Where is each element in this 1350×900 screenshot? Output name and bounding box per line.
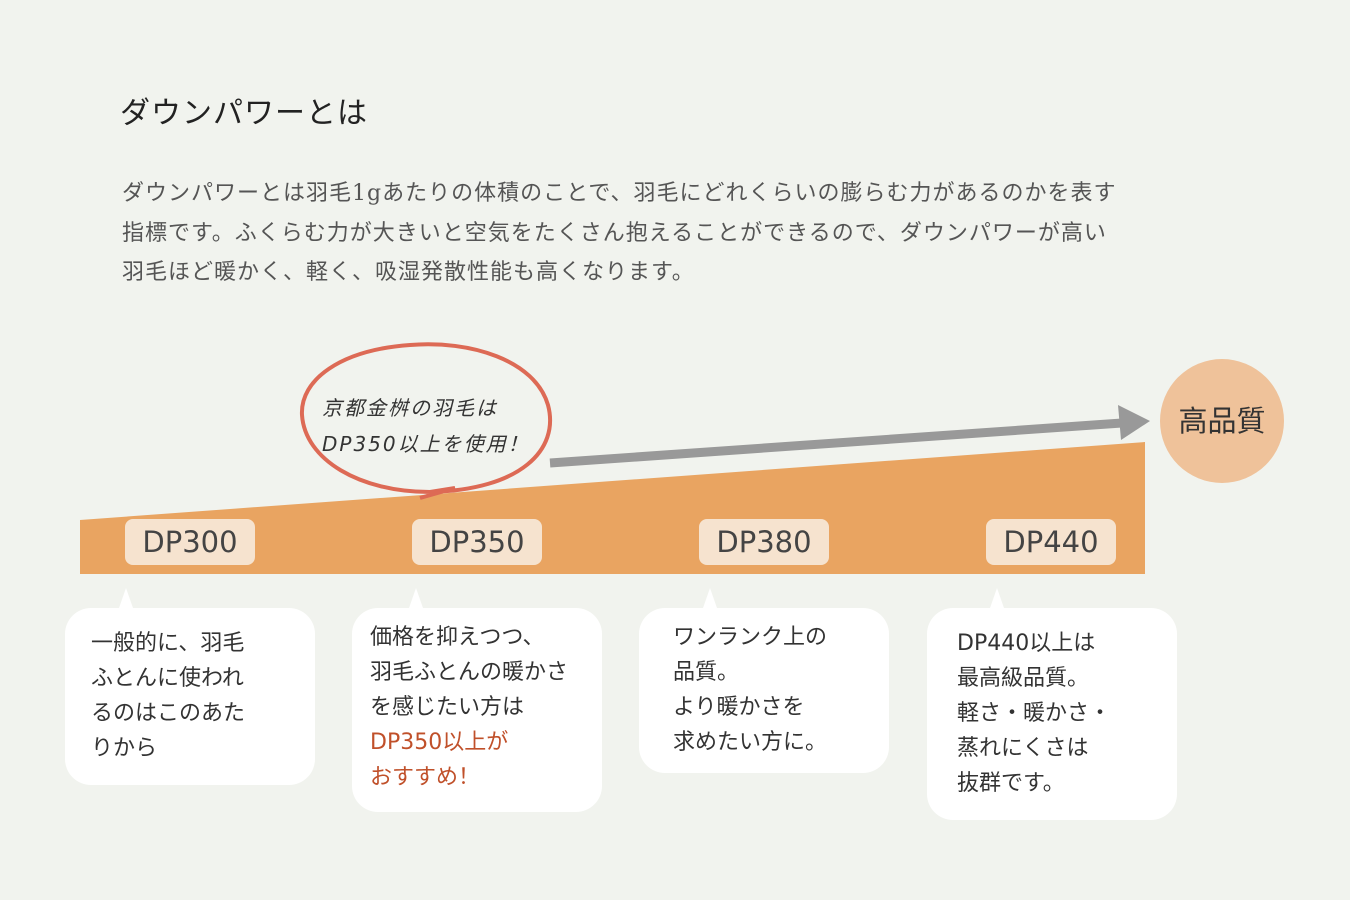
desc-line: 品質。	[673, 660, 740, 685]
level-desc-dp350: 価格を抑えつつ、 羽毛ふとんの暖かさ を感じたい方は DP350以上が おすすめ…	[352, 588, 602, 812]
callout-ring	[299, 342, 552, 500]
desc-line: 価格を抑えつつ、	[370, 625, 545, 650]
level-desc-dp380: ワンランク上の 品質。 より暖かさを 求めたい方に。	[639, 588, 889, 773]
desc-highlight: DP350以上が	[370, 730, 509, 755]
intro-line: 指標です。ふくらむ力が大きいと空気をたくさん抱えることができるので、ダウンパワー…	[122, 220, 1107, 246]
desc-line: 一般的に、羽毛	[91, 631, 245, 656]
level-badge-dp300: DP300	[125, 519, 255, 565]
desc-line: 羽毛ふとんの暖かさ	[370, 660, 569, 685]
intro-line: 羽毛ほど暖かく、軽く、吸湿発散性能も高くなります。	[122, 260, 695, 285]
callout-text: DP350以上を使用！	[322, 432, 530, 456]
desc-line: 最高級品質。	[957, 666, 1090, 691]
quality-arrow-shaft	[549, 418, 1123, 468]
desc-line: より暖かさを	[673, 695, 805, 720]
intro-line: ダウンパワーとは羽毛1gあたりの体積のことで、羽毛にどれくらいの膨らむ力があるの…	[122, 181, 1117, 206]
level-desc-dp440: DP440以上は 最高級品質。 軽さ・暖かさ・ 蒸れにくさは 抜群です。	[927, 588, 1177, 820]
desc-line: ふとんに使われ	[91, 666, 244, 691]
level-badge-dp380: DP380	[699, 519, 829, 565]
page-title: ダウンパワーとは	[120, 96, 368, 131]
desc-line: ワンランク上の	[673, 625, 828, 650]
desc-line: りから	[91, 736, 158, 761]
level-desc-dp300: 一般的に、羽毛 ふとんに使われ るのはこのあた りから	[65, 588, 315, 785]
desc-line: 抜群です。	[957, 771, 1065, 796]
desc-line: DP440以上は	[957, 631, 1096, 656]
desc-line: 軽さ・暖かさ・	[957, 701, 1112, 726]
high-quality-circle: 高品質	[1160, 359, 1284, 483]
desc-highlight: おすすめ！	[370, 765, 481, 790]
level-badge-dp440: DP440	[986, 519, 1116, 565]
desc-line: 求めたい方に。	[673, 730, 828, 755]
quality-wedge	[80, 442, 1145, 574]
desc-line: るのはこのあた	[91, 701, 246, 726]
desc-line: 蒸れにくさは	[957, 736, 1089, 761]
quality-arrow-head	[1118, 405, 1150, 440]
desc-line: を感じたい方は	[370, 695, 525, 720]
intro-text: ダウンパワーとは羽毛1gあたりの体積のことで、羽毛にどれくらいの膨らむ力があるの…	[122, 174, 1232, 293]
level-badge-dp350: DP350	[412, 519, 542, 565]
callout-text: 京都金桝の羽毛は	[322, 396, 498, 420]
